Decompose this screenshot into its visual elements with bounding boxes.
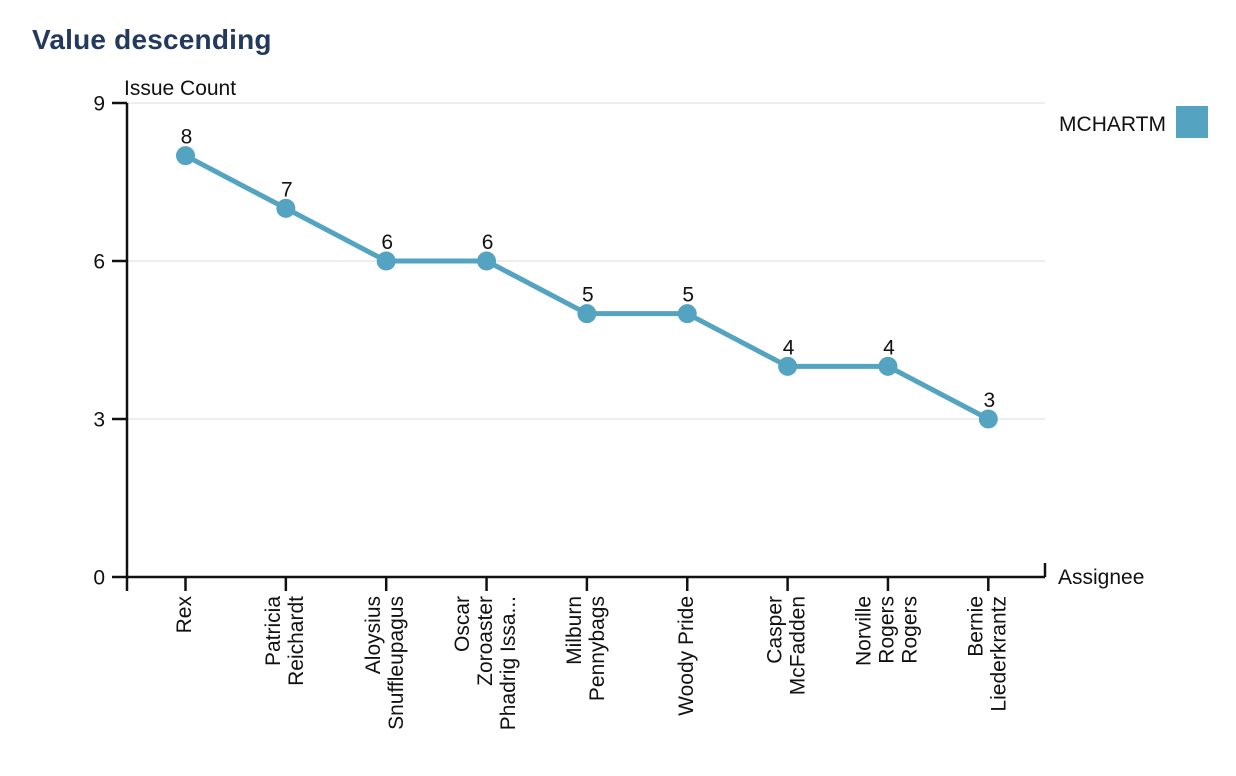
data-point-label: 3 — [983, 389, 995, 412]
data-point-label: 8 — [181, 126, 193, 149]
data-point[interactable] — [778, 356, 798, 376]
data-point[interactable] — [577, 304, 597, 324]
x-tick-label: Woody Pride — [675, 596, 698, 716]
data-point-label: 6 — [482, 231, 494, 254]
x-tick-label: PatriciaReichardt — [262, 596, 308, 686]
y-tick-label: 3 — [93, 409, 105, 432]
x-tick-label: AloysiusSnuffleupagus — [362, 596, 408, 730]
page-title: Value descending — [32, 24, 272, 55]
x-tick-label: CasperMcFadden — [764, 596, 810, 695]
x-tick-label: Rex — [173, 596, 196, 634]
x-tick-label: MilburnPennybags — [563, 596, 609, 701]
y-axis-title: Issue Count — [124, 77, 236, 100]
y-tick-label: 6 — [93, 251, 105, 274]
y-tick-label: 9 — [93, 93, 105, 116]
data-point[interactable] — [376, 251, 396, 271]
legend-swatch[interactable] — [1176, 106, 1208, 138]
legend-label[interactable]: MCHARTM — [1059, 113, 1166, 136]
x-axis-title: Assignee — [1058, 566, 1144, 589]
x-tick-label: BernieLiederkrantz — [964, 596, 1010, 712]
data-point-label: 5 — [582, 284, 594, 307]
x-tick-label: NorvilleRogersRogers — [852, 596, 921, 666]
data-point[interactable] — [477, 251, 497, 271]
x-tick-label: OscarZoroasterPhadrig Issa... — [451, 596, 520, 730]
data-point-label: 4 — [783, 336, 795, 359]
data-point-label: 5 — [682, 284, 694, 307]
data-point[interactable] — [677, 304, 697, 324]
data-point[interactable] — [276, 198, 296, 218]
y-tick-label: 0 — [93, 567, 105, 590]
data-point-label: 7 — [281, 178, 293, 201]
data-point[interactable] — [878, 356, 898, 376]
data-point-label: 4 — [883, 336, 895, 359]
data-point-label: 6 — [381, 231, 393, 254]
data-point[interactable] — [978, 409, 998, 429]
data-point[interactable] — [176, 146, 195, 166]
